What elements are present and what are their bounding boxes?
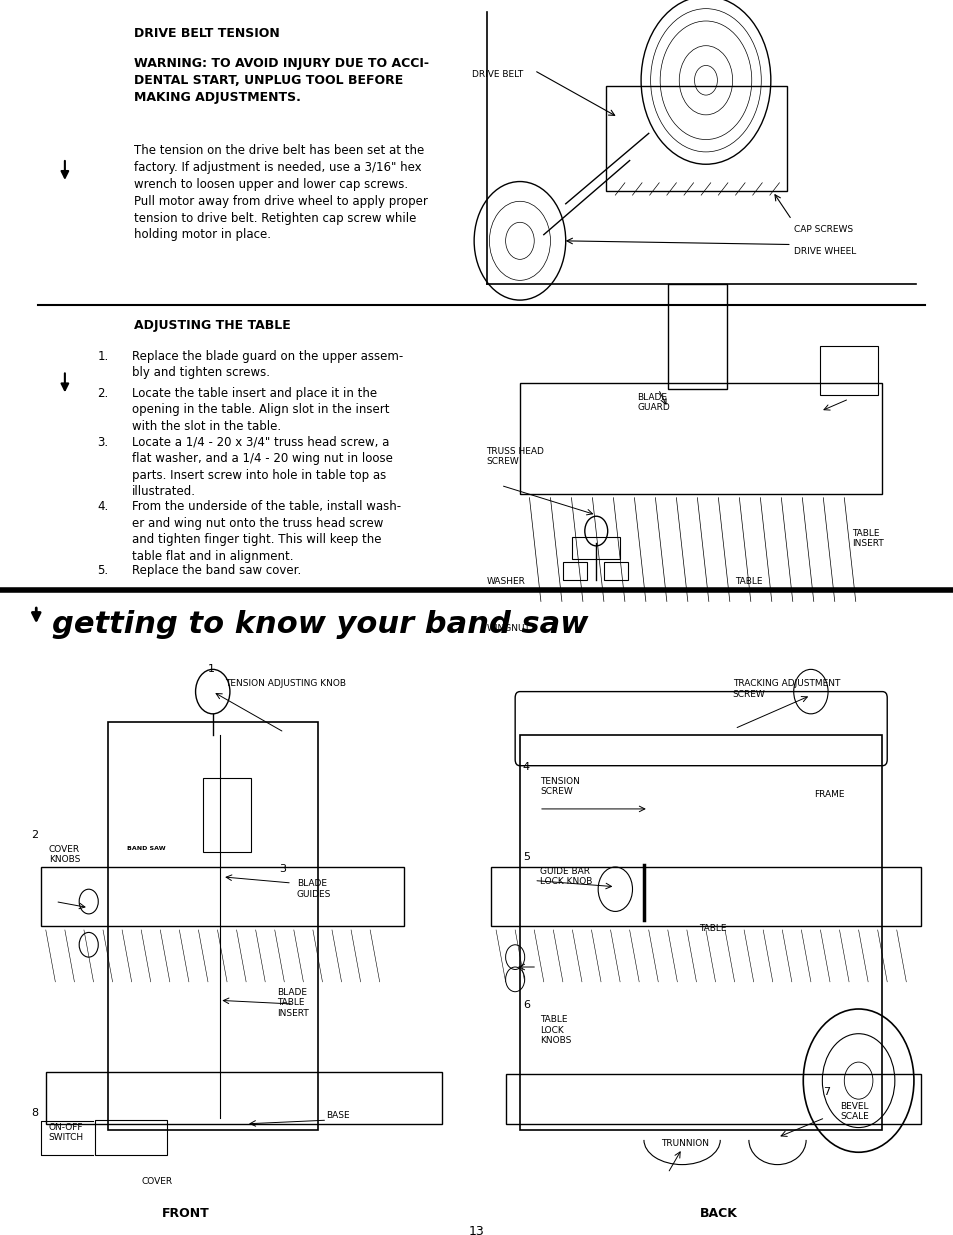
Text: BACK: BACK	[699, 1207, 737, 1220]
Text: ADJUSTING THE TABLE: ADJUSTING THE TABLE	[133, 319, 290, 332]
Text: 6: 6	[522, 1000, 529, 1010]
Text: BASE: BASE	[326, 1112, 350, 1120]
Text: TABLE
INSERT: TABLE INSERT	[851, 529, 882, 548]
Text: WARNING: TO AVOID INJURY DUE TO ACCI-
DENTAL START, UNPLUG TOOL BEFORE
MAKING AD: WARNING: TO AVOID INJURY DUE TO ACCI- DE…	[133, 57, 428, 104]
Text: COVER
KNOBS: COVER KNOBS	[49, 845, 80, 864]
Text: CAP SCREWS: CAP SCREWS	[793, 225, 852, 233]
Text: 5.: 5.	[97, 564, 109, 578]
Text: WASHER: WASHER	[486, 577, 525, 585]
Text: 5: 5	[522, 852, 529, 862]
Text: ON-OFF
SWITCH: ON-OFF SWITCH	[49, 1123, 84, 1142]
Text: 7: 7	[822, 1087, 829, 1097]
Text: FRAME: FRAME	[813, 790, 843, 799]
Text: FRONT: FRONT	[162, 1207, 210, 1220]
Text: Replace the blade guard on the upper assem-
bly and tighten screws.: Replace the blade guard on the upper ass…	[132, 350, 402, 379]
Text: TABLE
LOCK
KNOBS: TABLE LOCK KNOBS	[539, 1015, 571, 1045]
Bar	[519, 383, 882, 494]
Text: TENSION
SCREW: TENSION SCREW	[539, 777, 579, 797]
Text: 8: 8	[31, 1108, 38, 1118]
Text: 1.: 1.	[97, 350, 109, 363]
Bar	[95, 1120, 167, 1155]
Text: 13: 13	[469, 1225, 484, 1235]
Text: TENSION ADJUSTING KNOB: TENSION ADJUSTING KNOB	[225, 679, 346, 688]
Text: BLADE
TABLE
INSERT: BLADE TABLE INSERT	[276, 988, 308, 1018]
Text: DRIVE BELT TENSION: DRIVE BELT TENSION	[133, 27, 279, 41]
Bar	[603, 562, 627, 580]
Text: Locate the table insert and place it in the
opening in the table. Align slot in : Locate the table insert and place it in …	[132, 387, 389, 432]
Text: 4: 4	[522, 762, 529, 772]
Text: TRACKING ADJUSTMENT
SCREW: TRACKING ADJUSTMENT SCREW	[732, 679, 840, 699]
Text: DRIVE WHEEL: DRIVE WHEEL	[793, 247, 855, 256]
Bar	[41, 867, 403, 926]
Bar	[491, 867, 920, 926]
Text: BLADE
GUARD: BLADE GUARD	[637, 393, 669, 412]
Bar	[108, 722, 317, 1130]
Text: TABLE: TABLE	[699, 924, 726, 932]
Text: COVER: COVER	[141, 1177, 172, 1186]
Bar	[203, 778, 251, 852]
Bar	[519, 735, 882, 1130]
Text: 2.: 2.	[97, 387, 109, 400]
Text: TRUNNION: TRUNNION	[660, 1139, 708, 1147]
Text: BAND SAW: BAND SAW	[127, 846, 165, 851]
Bar	[820, 346, 877, 395]
Text: 2: 2	[31, 830, 38, 840]
Text: BLADE
GUIDES: BLADE GUIDES	[296, 879, 331, 899]
Text: DRIVE BELT: DRIVE BELT	[472, 70, 523, 79]
Bar	[505, 1074, 920, 1124]
Bar	[605, 86, 786, 191]
Text: 1: 1	[208, 664, 214, 674]
Text: getting to know your band saw: getting to know your band saw	[52, 610, 588, 638]
Bar	[572, 537, 619, 559]
Bar	[562, 562, 586, 580]
Text: The tension on the drive belt has been set at the
factory. If adjustment is need: The tension on the drive belt has been s…	[133, 144, 427, 242]
Text: GUIDE BAR
LOCK KNOB: GUIDE BAR LOCK KNOB	[539, 867, 592, 887]
Bar	[46, 1072, 441, 1124]
Text: Locate a 1/4 - 20 x 3/4" truss head screw, a
flat washer, and a 1/4 - 20 wing nu: Locate a 1/4 - 20 x 3/4" truss head scre…	[132, 436, 392, 499]
Text: 4.: 4.	[97, 500, 109, 514]
Text: 3.: 3.	[97, 436, 109, 450]
Text: 3: 3	[279, 864, 286, 874]
Text: Replace the band saw cover.: Replace the band saw cover.	[132, 564, 300, 578]
Text: BEVEL
SCALE: BEVEL SCALE	[840, 1102, 868, 1121]
Bar	[667, 284, 726, 389]
Text: From the underside of the table, install wash-
er and wing nut onto the truss he: From the underside of the table, install…	[132, 500, 400, 563]
Text: TRUSS HEAD
SCREW: TRUSS HEAD SCREW	[486, 447, 544, 467]
Text: TABLE: TABLE	[734, 577, 761, 585]
Text: WINGNUT: WINGNUT	[486, 624, 530, 632]
